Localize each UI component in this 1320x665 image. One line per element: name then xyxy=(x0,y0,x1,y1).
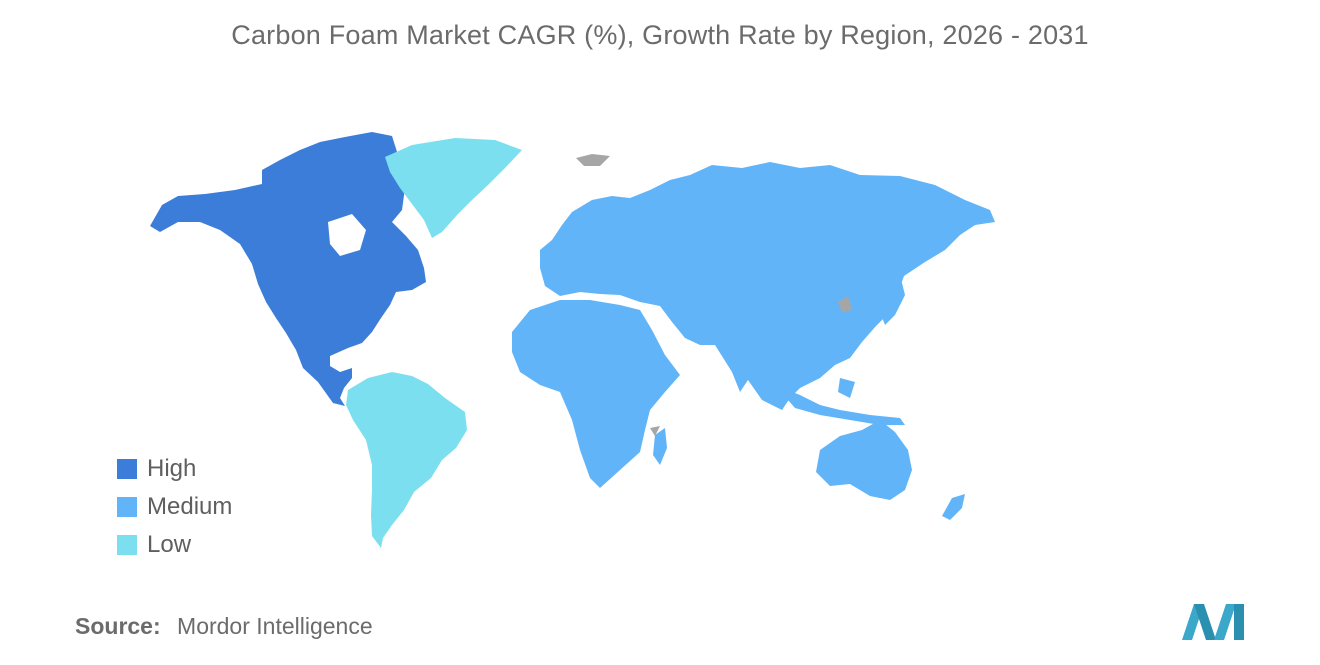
legend-item-high: High xyxy=(117,450,232,488)
region-europe-asia xyxy=(540,162,995,425)
legend-swatch-medium xyxy=(117,497,137,517)
source-line: Source: Mordor Intelligence xyxy=(75,613,373,640)
region-south-america xyxy=(346,372,467,548)
legend: High Medium Low xyxy=(117,450,232,564)
region-new-zealand xyxy=(942,494,965,520)
source-value: Mordor Intelligence xyxy=(177,613,373,639)
region-australia xyxy=(816,420,912,500)
legend-swatch-low xyxy=(117,535,137,555)
region-africa xyxy=(512,300,680,488)
mordor-intelligence-logo-icon xyxy=(1182,604,1244,640)
chart-title: Carbon Foam Market CAGR (%), Growth Rate… xyxy=(231,20,1089,50)
legend-swatch-high xyxy=(117,459,137,479)
legend-item-medium: Medium xyxy=(117,488,232,526)
region-greenland xyxy=(385,138,522,238)
region-north-america xyxy=(150,132,426,406)
legend-label-low: Low xyxy=(147,531,192,558)
source-key: Source: xyxy=(75,613,161,639)
hudson-bay xyxy=(328,214,366,256)
legend-item-low: Low xyxy=(117,526,232,564)
legend-label-medium: Medium xyxy=(147,493,233,520)
region-no-data xyxy=(576,154,852,436)
legend-label-high: High xyxy=(147,455,197,482)
region-madagascar xyxy=(653,428,667,465)
